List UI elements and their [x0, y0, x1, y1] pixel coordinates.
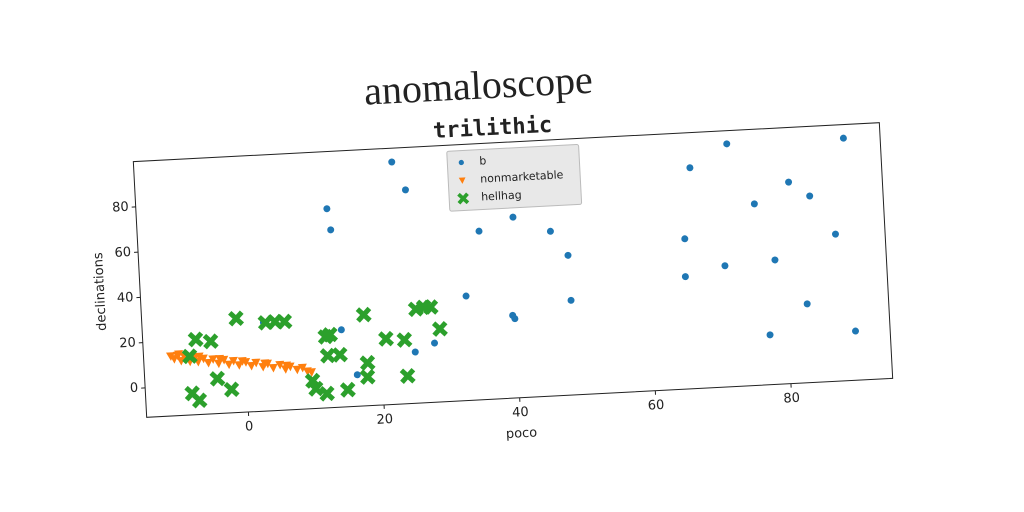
- legend-label: b: [479, 154, 487, 167]
- point: [176, 356, 186, 366]
- point: [181, 348, 198, 365]
- point: [475, 227, 483, 235]
- point: [203, 358, 213, 368]
- point: [359, 354, 376, 371]
- point: [223, 381, 240, 398]
- point: [766, 331, 774, 339]
- series: [181, 299, 448, 409]
- point: [224, 360, 234, 370]
- point: [319, 347, 336, 364]
- point: [194, 352, 204, 362]
- point: [355, 306, 372, 323]
- legend-box: [446, 144, 583, 212]
- point: [359, 368, 376, 385]
- point: [323, 205, 331, 213]
- point: [771, 256, 779, 264]
- x-axis-label: poco: [506, 425, 538, 442]
- point: [681, 235, 689, 243]
- point: [411, 348, 419, 356]
- point: [422, 299, 439, 316]
- point: [246, 361, 256, 371]
- point: [852, 327, 860, 335]
- point: [282, 361, 292, 371]
- point: [292, 365, 302, 375]
- point: [297, 363, 307, 373]
- y-tick-label: 60: [114, 245, 131, 261]
- point: [327, 226, 335, 234]
- point: [307, 380, 324, 397]
- y-axis-label: declinations: [91, 252, 110, 331]
- point: [388, 158, 396, 166]
- point: [396, 331, 413, 348]
- point: [268, 363, 278, 373]
- point: [187, 331, 204, 348]
- point: [174, 350, 184, 359]
- point: [681, 273, 689, 281]
- point: [750, 200, 758, 208]
- point: [275, 360, 285, 370]
- point: [337, 326, 345, 334]
- point: [276, 313, 293, 330]
- point: [378, 330, 395, 347]
- point: [260, 359, 270, 368]
- point: [723, 140, 731, 148]
- point: [228, 310, 245, 327]
- y-tick-label: 80: [112, 200, 129, 216]
- y-tick-label: 20: [119, 336, 136, 352]
- point: [251, 358, 261, 368]
- point: [399, 368, 416, 384]
- point: [322, 326, 339, 343]
- rotated-figure: anomaloscope trilithic poco declinations…: [91, 57, 894, 442]
- point: [431, 339, 439, 347]
- point: [509, 213, 517, 221]
- point: [353, 371, 361, 379]
- legend-label: hellhag: [481, 188, 522, 203]
- point: [191, 392, 208, 409]
- point: [202, 333, 219, 350]
- point: [339, 381, 356, 398]
- x-tick-label: 0: [245, 419, 254, 434]
- chart-title: anomaloscope: [363, 57, 594, 114]
- point: [785, 178, 793, 186]
- point: [209, 370, 226, 387]
- legend-marker: [458, 159, 464, 166]
- point: [237, 357, 247, 366]
- point: [462, 292, 470, 300]
- x-tick-label: 80: [783, 391, 800, 407]
- x-tick-label: 40: [512, 405, 529, 421]
- point: [306, 368, 316, 377]
- point: [319, 385, 335, 402]
- point: [215, 354, 225, 364]
- point: [806, 192, 814, 200]
- y-tick-label: 40: [117, 290, 134, 306]
- x-tick-label: 60: [647, 398, 664, 414]
- x-tick-label: 20: [376, 412, 393, 428]
- point: [208, 355, 218, 364]
- series: [259, 134, 860, 379]
- point: [831, 230, 839, 238]
- legend-marker: [457, 192, 470, 205]
- point: [686, 164, 694, 172]
- point: [839, 134, 847, 142]
- point: [331, 346, 348, 363]
- chart-subtitle: trilithic: [432, 113, 552, 144]
- legend-marker: [458, 177, 466, 184]
- series: [166, 350, 316, 377]
- point: [228, 356, 238, 366]
- point: [511, 315, 519, 323]
- point: [401, 186, 409, 194]
- point: [564, 251, 572, 259]
- point: [803, 300, 811, 308]
- point: [546, 227, 554, 235]
- y-tick-label: 0: [129, 381, 138, 396]
- legend-label: nonmarketable: [480, 168, 564, 185]
- point: [721, 262, 729, 270]
- point: [567, 296, 575, 304]
- point: [431, 320, 448, 337]
